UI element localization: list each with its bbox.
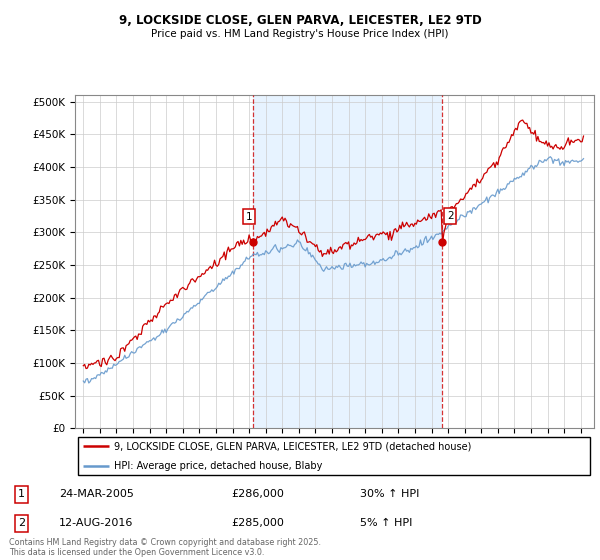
Text: 12-AUG-2016: 12-AUG-2016 [59, 519, 133, 529]
Text: £286,000: £286,000 [232, 489, 284, 500]
Text: 24-MAR-2005: 24-MAR-2005 [59, 489, 134, 500]
Text: 2: 2 [447, 211, 454, 221]
Text: 9, LOCKSIDE CLOSE, GLEN PARVA, LEICESTER, LE2 9TD (detached house): 9, LOCKSIDE CLOSE, GLEN PARVA, LEICESTER… [114, 441, 472, 451]
Text: Price paid vs. HM Land Registry's House Price Index (HPI): Price paid vs. HM Land Registry's House … [151, 29, 449, 39]
Text: 5% ↑ HPI: 5% ↑ HPI [360, 519, 412, 529]
Text: 30% ↑ HPI: 30% ↑ HPI [360, 489, 419, 500]
Text: HPI: Average price, detached house, Blaby: HPI: Average price, detached house, Blab… [114, 461, 322, 471]
FancyBboxPatch shape [77, 437, 590, 475]
Text: 1: 1 [245, 212, 252, 222]
Text: 1: 1 [18, 489, 25, 500]
Text: 2: 2 [18, 519, 25, 529]
Text: 9, LOCKSIDE CLOSE, GLEN PARVA, LEICESTER, LE2 9TD: 9, LOCKSIDE CLOSE, GLEN PARVA, LEICESTER… [119, 14, 481, 27]
Bar [253, 95, 442, 428]
Text: £285,000: £285,000 [232, 519, 284, 529]
Text: Contains HM Land Registry data © Crown copyright and database right 2025.
This d: Contains HM Land Registry data © Crown c… [9, 538, 321, 557]
